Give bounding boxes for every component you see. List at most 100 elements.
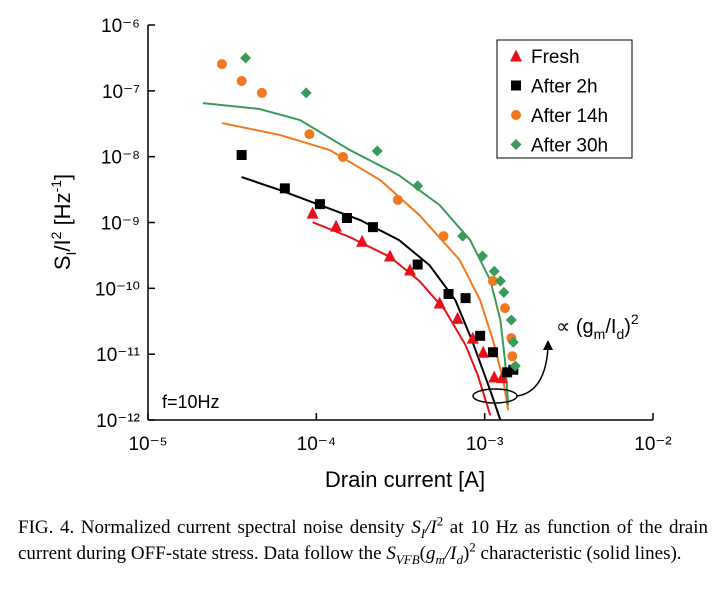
marker-circle xyxy=(337,151,348,162)
legend-label: After 2h xyxy=(531,77,598,98)
marker-diamond xyxy=(510,139,522,150)
marker-triangle xyxy=(451,311,464,324)
marker-diamond xyxy=(494,275,506,287)
marker-diamond xyxy=(240,52,252,64)
legend-label: After 14h xyxy=(531,106,608,127)
x-axis-label: Drain current [A] xyxy=(325,467,485,492)
caption-text: d xyxy=(456,551,463,567)
marker-triangle xyxy=(403,263,416,276)
annotation-part: ) xyxy=(624,316,631,338)
caption-text: S xyxy=(411,517,421,538)
y-tick-label: 10⁻¹¹ xyxy=(96,345,140,366)
y-label-part: ] xyxy=(50,174,75,180)
marker-square xyxy=(412,259,423,270)
annotation-part: d xyxy=(616,326,624,342)
y-label-part: I xyxy=(63,252,79,256)
fit-lines xyxy=(202,102,510,421)
marker-circle xyxy=(392,194,403,205)
data-points xyxy=(216,52,521,384)
marker-diamond xyxy=(476,250,488,262)
fit-line xyxy=(202,102,510,406)
caption-text: 2 xyxy=(469,539,476,555)
condition-label: f=10Hz xyxy=(162,392,220,412)
highlight-ellipse xyxy=(472,388,518,404)
annotation-part: 2 xyxy=(631,311,639,327)
caption-text: ( xyxy=(419,543,426,564)
marker-circle xyxy=(256,87,267,98)
marker-diamond xyxy=(371,145,383,157)
y-tick-label: 10⁻¹⁰ xyxy=(95,279,140,300)
marker-circle xyxy=(487,276,498,287)
legend-label: Fresh xyxy=(531,47,580,68)
marker-triangle xyxy=(477,345,490,358)
fit-line xyxy=(221,122,510,411)
marker-circle xyxy=(507,351,518,362)
caption-text: I xyxy=(430,517,437,538)
marker-diamond xyxy=(488,265,500,277)
caption-text: g xyxy=(425,543,436,564)
marker-circle xyxy=(236,76,247,87)
marker-circle xyxy=(304,129,315,140)
marker-circle xyxy=(499,303,510,314)
y-tick-label: 10⁻⁶ xyxy=(101,16,140,37)
caption-text: S xyxy=(386,543,396,564)
annotation-part: ∝ (g xyxy=(556,316,594,338)
marker-square xyxy=(314,199,325,210)
annotation-arrow xyxy=(516,347,549,397)
marker-diamond xyxy=(412,180,424,192)
y-label-part: /I xyxy=(50,239,75,251)
marker-square xyxy=(443,289,454,300)
legend-label: After 30h xyxy=(531,136,608,157)
caption-text: 2 xyxy=(436,513,444,529)
caption-text: ) xyxy=(462,543,470,564)
marker-square xyxy=(502,367,513,378)
marker-triangle xyxy=(496,371,509,384)
caption-text: at 10 Hz as function of the drain curren… xyxy=(18,517,708,564)
caption-text: VFB xyxy=(395,551,420,567)
marker-triangle xyxy=(306,206,319,219)
fit-line xyxy=(241,176,502,421)
x-tick-label: 10⁻² xyxy=(634,434,672,455)
marker-triangle xyxy=(356,234,369,247)
marker-diamond xyxy=(457,230,469,242)
x-tick-label: 10⁻⁴ xyxy=(297,434,336,455)
y-tick-label: 10⁻¹² xyxy=(96,411,140,432)
y-label-part: [Hz xyxy=(50,192,75,231)
caption-text: I xyxy=(420,525,426,541)
marker-diamond xyxy=(505,314,517,326)
caption-text: FIG. 4. Normalized current spectral nois… xyxy=(18,517,412,538)
marker-circle xyxy=(511,110,521,120)
caption-text: I xyxy=(450,543,457,564)
marker-square xyxy=(341,213,352,224)
annotation-part: /I xyxy=(605,316,616,338)
marker-triangle xyxy=(433,296,446,309)
marker-square xyxy=(367,222,378,233)
marker-square xyxy=(511,80,521,91)
marker-diamond xyxy=(300,87,312,99)
marker-square xyxy=(460,293,471,304)
y-tick-label: 10⁻⁷ xyxy=(102,82,140,103)
y-label-part: -1 xyxy=(48,180,64,193)
arrow-head xyxy=(543,340,553,350)
marker-triangle xyxy=(330,219,343,232)
annotation: ∝ (gm/Id)2 xyxy=(556,311,639,342)
marker-triangle xyxy=(384,249,397,262)
caption-text: m xyxy=(435,551,445,567)
marker-triangle xyxy=(488,370,501,383)
marker-square xyxy=(279,183,290,194)
marker-circle xyxy=(438,231,449,242)
marker-circle xyxy=(216,59,227,70)
chart: Drain current [A] SI/I2 [Hz-1] f=10Hz ∝ … xyxy=(48,16,672,492)
y-tick-label: 10⁻⁹ xyxy=(101,214,140,235)
y-label-part: 2 xyxy=(48,231,64,239)
marker-diamond xyxy=(498,286,510,298)
y-axis-label: SI/I2 [Hz-1] xyxy=(48,174,79,270)
caption-text: / xyxy=(444,543,451,564)
annotation-part: m xyxy=(594,326,606,342)
marker-square xyxy=(236,150,247,161)
marker-square xyxy=(508,364,519,375)
caption-text: / xyxy=(425,517,431,538)
y-tick-label: 10⁻⁸ xyxy=(101,148,140,169)
figure-caption: FIG. 4. Normalized current spectral nois… xyxy=(18,515,708,567)
